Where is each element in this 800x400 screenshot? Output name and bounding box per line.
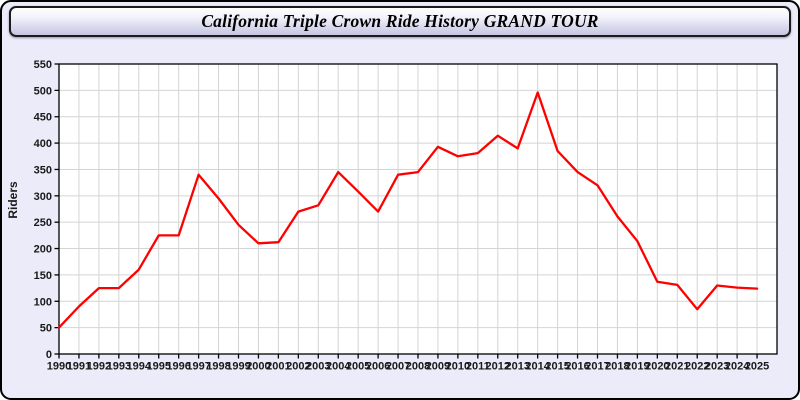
x-tick-label: 2012 (486, 361, 510, 373)
x-tick-label: 2019 (625, 361, 649, 373)
x-tick-label: 2017 (585, 361, 609, 373)
y-tick-label: 250 (34, 217, 52, 229)
x-tick-label: 1992 (87, 361, 111, 373)
y-tick-label: 500 (34, 85, 52, 97)
riders-series-line (57, 91, 759, 329)
x-tick-label: 2004 (326, 361, 351, 373)
x-tick-label: 1995 (146, 361, 170, 373)
x-tick-label: 1996 (166, 361, 190, 373)
x-tick-label: 1993 (107, 361, 131, 373)
y-tick-label: 50 (40, 323, 52, 335)
x-tick-label: 2024 (725, 361, 750, 373)
x-tick-label: 2015 (545, 361, 569, 373)
x-tick-label: 1998 (206, 361, 230, 373)
y-axis-title: Riders (6, 181, 20, 219)
x-tick-label: 2009 (426, 361, 450, 373)
x-tick-label: 2018 (605, 361, 629, 373)
x-tick-label: 2020 (645, 361, 669, 373)
x-tick-label: 2003 (306, 361, 330, 373)
x-tick-label: 2016 (565, 361, 589, 373)
x-tick-label: 1990 (47, 361, 71, 373)
y-tick-label: 450 (34, 112, 52, 124)
x-tick-label: 2013 (505, 361, 529, 373)
x-tick-label: 1991 (67, 361, 91, 373)
x-tick-label: 2025 (745, 361, 769, 373)
x-tick-label: 2014 (525, 361, 550, 373)
x-tick-label: 1999 (226, 361, 250, 373)
x-tick-label: 2021 (665, 361, 689, 373)
x-tick-label: 2010 (446, 361, 470, 373)
y-tick-label: 150 (34, 270, 52, 282)
y-tick-label: 0 (46, 349, 52, 361)
y-tick-label: 550 (34, 59, 52, 71)
x-tick-label: 2023 (705, 361, 729, 373)
x-tick-label: 2008 (406, 361, 430, 373)
x-tick-label: 1994 (127, 361, 152, 373)
title-banner: California Triple Crown Ride History GRA… (9, 6, 791, 37)
x-tick-label: 1997 (186, 361, 210, 373)
y-tick-label: 300 (34, 191, 52, 203)
page-title: California Triple Crown Ride History GRA… (201, 11, 599, 31)
x-tick-label: 2006 (366, 361, 390, 373)
x-tick-label: 2007 (386, 361, 410, 373)
y-tick-label: 400 (34, 138, 52, 150)
y-tick-label: 100 (34, 296, 52, 308)
x-tick-label: 2001 (266, 361, 290, 373)
y-tick-label: 200 (34, 244, 52, 256)
x-tick-label: 2022 (685, 361, 709, 373)
x-tick-label: 2002 (286, 361, 310, 373)
x-tick-label: 2005 (346, 361, 370, 373)
y-tick-label: 350 (34, 164, 52, 176)
x-tick-label: 2011 (466, 361, 490, 373)
x-tick-label: 2000 (246, 361, 270, 373)
